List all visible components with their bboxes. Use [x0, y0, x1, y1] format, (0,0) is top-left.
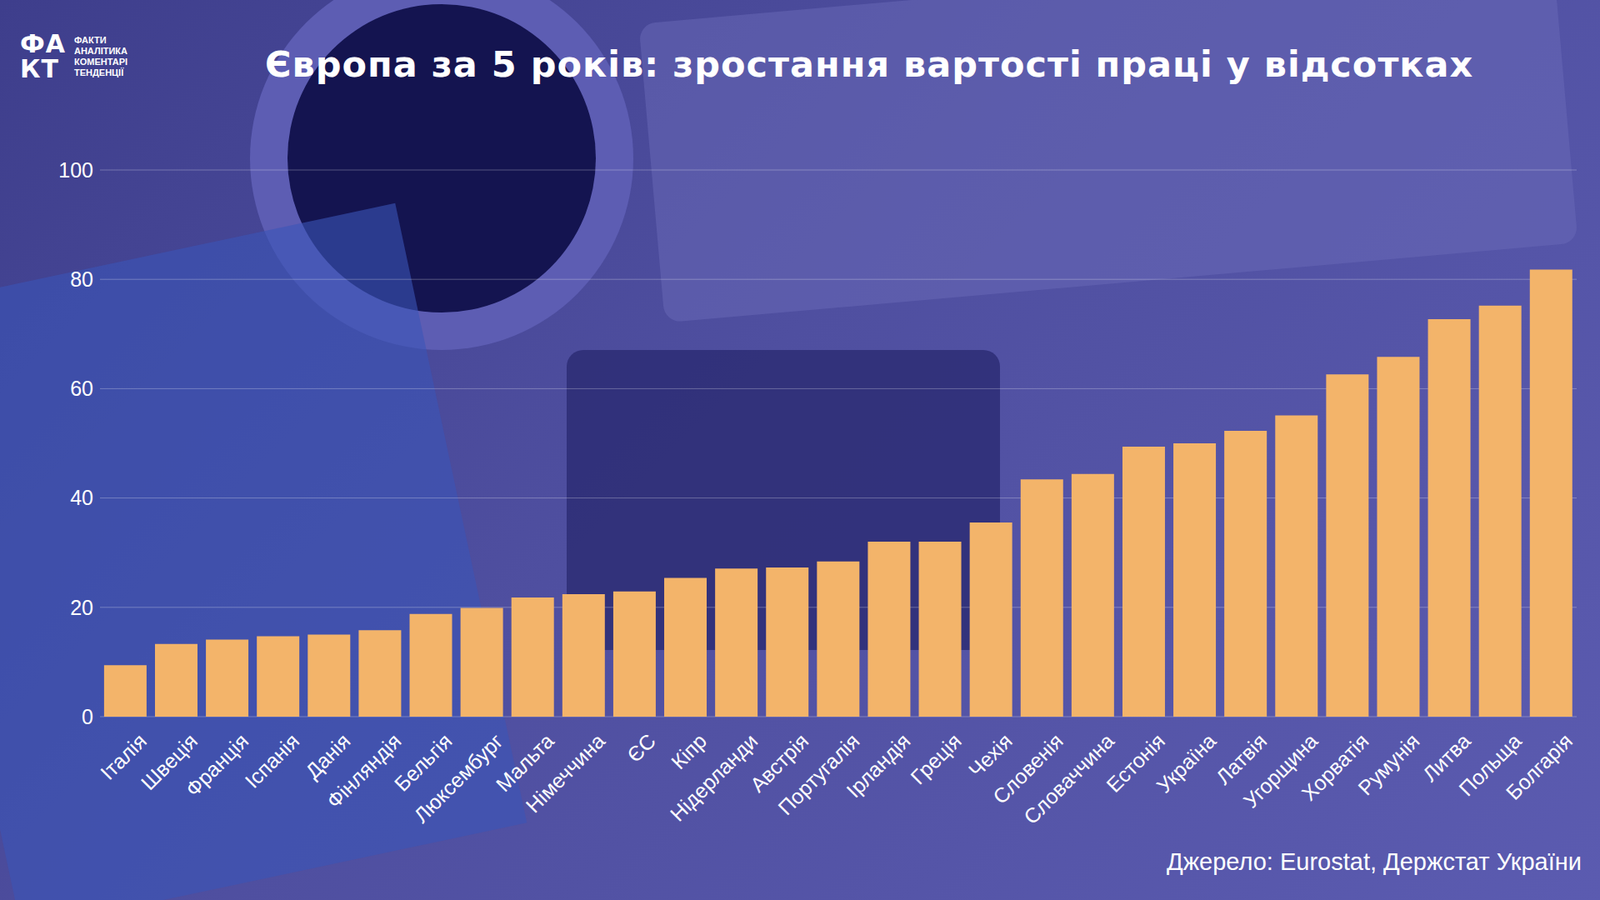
svg-text:Чехія: Чехія: [963, 729, 1017, 782]
svg-text:Латвія: Латвія: [1211, 729, 1272, 789]
svg-text:Іспанія: Іспанія: [240, 729, 304, 793]
svg-text:Австрія: Австрія: [745, 729, 813, 797]
svg-text:ЄС: ЄС: [622, 729, 660, 767]
svg-text:Кіпр: Кіпр: [666, 729, 711, 774]
svg-text:80: 80: [70, 267, 94, 291]
svg-text:Естонія: Естонія: [1101, 729, 1170, 797]
svg-text:Литва: Литва: [1417, 729, 1475, 786]
svg-text:Німеччина: Німеччина: [520, 729, 610, 818]
svg-text:Швеція: Швеція: [136, 729, 202, 795]
svg-text:Болгарія: Болгарія: [1501, 729, 1577, 805]
svg-text:100: 100: [58, 158, 94, 182]
svg-text:Україна: Україна: [1151, 729, 1220, 798]
html-text:Джерело: Eurostat, Держстат Ук: Джерело: Eurostat, Держстат України: [1166, 848, 1582, 875]
svg-text:Люксембург: Люксембург: [409, 729, 508, 828]
svg-text:Португалія: Португалія: [773, 729, 865, 820]
svg-text:Бельгія: Бельгія: [389, 729, 457, 796]
svg-text:Мальта: Мальта: [491, 729, 559, 796]
html-text:АНАЛІТИКА: АНАЛІТИКА: [74, 45, 128, 56]
svg-text:Італія: Італія: [95, 729, 151, 785]
svg-text:Угорщина: Угорщина: [1238, 729, 1323, 813]
svg-text:Ірландія: Ірландія: [841, 729, 915, 803]
html-text:Європа за 5 років: зростання в: Європа за 5 років: зростання вартості пр…: [265, 43, 1474, 85]
html-text:КТ: КТ: [20, 54, 60, 84]
html-text:ФА: ФА: [20, 29, 66, 59]
svg-text:Польща: Польща: [1454, 729, 1526, 801]
svg-text:Фінляндія: Фінляндія: [321, 729, 405, 813]
svg-text:Румунія: Румунія: [1353, 729, 1425, 800]
html-text:КОМЕНТАРІ: КОМЕНТАРІ: [74, 56, 128, 67]
svg-text:Нідерланди: Нідерланди: [665, 729, 762, 826]
svg-text:0: 0: [81, 705, 94, 729]
svg-text:Словенія: Словенія: [988, 729, 1068, 809]
svg-text:60: 60: [70, 376, 94, 400]
svg-text:Хорватія: Хорватія: [1296, 729, 1373, 805]
html-text:ТЕНДЕНЦІЇ: ТЕНДЕНЦІЇ: [74, 67, 124, 78]
svg-text:20: 20: [70, 595, 94, 620]
svg-text:Данія: Данія: [300, 729, 355, 783]
svg-text:Греція: Греція: [905, 729, 966, 790]
svg-text:Словаччина: Словаччина: [1018, 729, 1119, 829]
html-text:ФАКТИ: ФАКТИ: [74, 35, 107, 45]
svg-text:40: 40: [70, 485, 94, 510]
svg-text:Франція: Франція: [180, 729, 253, 801]
